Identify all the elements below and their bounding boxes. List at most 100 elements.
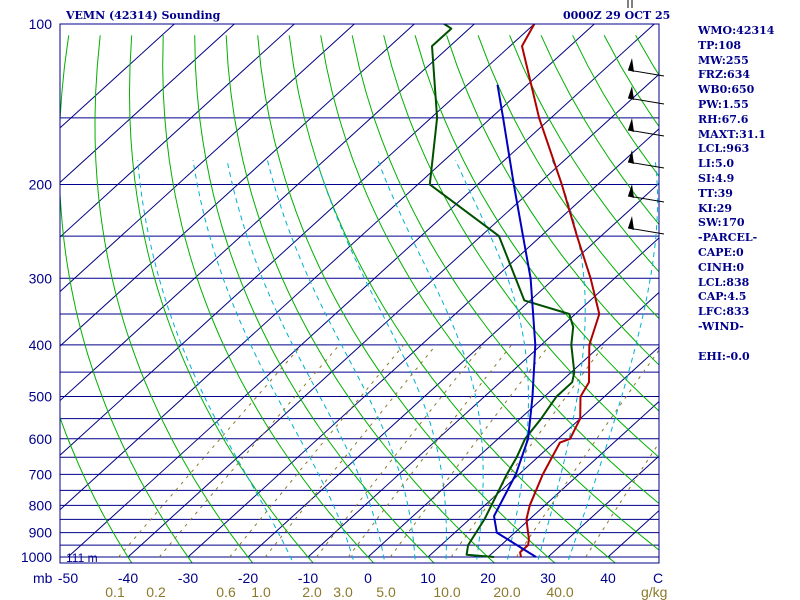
diagram-grid (60, 24, 800, 568)
temperature-profile (519, 24, 601, 558)
dry-adiabat-line (477, 35, 659, 320)
isotherm-line (60, 24, 295, 238)
dry-adiabat-line (446, 35, 659, 366)
isotherm-line (60, 24, 415, 347)
index-line: CAP:4.5 (698, 290, 747, 304)
index-line: KI:29 (698, 201, 733, 215)
dry-adiabat-line (225, 35, 496, 563)
mixing-ratio-tick-label: 0.6 (216, 584, 236, 600)
index-line: FRZ:634 (698, 68, 751, 82)
mixing-ratio-line (389, 344, 550, 558)
index-line: MAXT:31.1 (698, 127, 766, 141)
index-line: WMO:42314 (698, 24, 775, 37)
wind-barb-flag (628, 150, 634, 164)
mixing-ratio-tick-label: 0.1 (105, 584, 125, 600)
sounding-profiles (428, 24, 601, 558)
pressure-tick-label: 800 (29, 497, 53, 513)
pressure-unit-label: mb (33, 570, 53, 586)
moist-adiabat-line (566, 160, 659, 563)
moist-adiabat-line (455, 159, 529, 563)
mixing-ratio-tick-label: 5.0 (376, 584, 396, 600)
mixing-ratio-tick-label: 0.2 (146, 584, 166, 600)
dry-adiabat-line (194, 35, 435, 563)
mixing-ratio-line (347, 344, 512, 558)
temperature-tick-label: -40 (118, 570, 138, 586)
parcel-profile (493, 84, 537, 558)
wind-barb-staff (627, 69, 665, 77)
isotherm-line (60, 24, 595, 511)
dry-adiabat-line (383, 35, 659, 458)
moist-adiabat-line (266, 159, 416, 563)
index-line: MW:255 (698, 53, 749, 67)
wind-barb-staff (627, 161, 665, 169)
index-line: WB0:650 (698, 83, 755, 97)
pressure-tick-label: 100 (29, 16, 53, 32)
mixing-ratio-line (515, 349, 659, 558)
wind-barb-flag (628, 216, 634, 230)
isotherm-line (367, 291, 659, 558)
index-line: LI:5.0 (698, 157, 735, 171)
isotherm-line (67, 24, 655, 558)
wind-barb-staff (627, 195, 665, 203)
temperature-tick-label: 0 (364, 570, 372, 586)
isotherm-line (60, 24, 235, 184)
moist-adiabat-line (192, 160, 355, 563)
index-line: SW:170 (698, 216, 745, 230)
temperature-tick-label: -20 (238, 570, 258, 586)
isotherm-line (127, 73, 659, 558)
moist-adiabat-line (226, 160, 386, 563)
mixing-ratio-line (158, 344, 340, 558)
dry-adiabat-line (509, 35, 659, 273)
pressure-tick-label: 700 (29, 466, 53, 482)
index-line: -PARCEL- (698, 231, 758, 245)
mixing-ratio-line (118, 344, 303, 558)
pressure-tick-label: 300 (29, 270, 53, 286)
dry-adiabat-line (351, 35, 659, 505)
moist-adiabat-line (536, 159, 586, 563)
pressure-tick-label: 900 (29, 525, 53, 541)
pressure-tick-label: 500 (29, 389, 53, 405)
index-line (698, 335, 774, 350)
dry-adiabat-line (320, 35, 659, 551)
dry-adiabat-line (793, 35, 800, 568)
mixing-ratio-tick-label: 10.0 (433, 584, 460, 600)
isotherm-line (187, 128, 659, 558)
temperature-tick-label: -10 (298, 570, 318, 586)
isotherm-line (547, 455, 659, 558)
wind-barb-staff (627, 97, 665, 105)
index-line: SI:4.9 (698, 171, 735, 185)
isotherm-line (427, 346, 659, 558)
mixing-ratio-tick-label: 20.0 (493, 584, 520, 600)
wind-barb-flag (628, 86, 634, 100)
index-line: LCL:963 (698, 142, 750, 156)
pressure-tick-label: 200 (29, 176, 53, 192)
index-line: -WIND- (698, 319, 744, 333)
dry-adiabat-line (162, 35, 375, 563)
isotherm-line (60, 24, 175, 129)
dry-adiabat-line (60, 416, 133, 563)
index-line: PW:1.55 (698, 97, 749, 111)
wind-barb-staff (627, 227, 665, 235)
pressure-tick-label: 1000 (21, 549, 52, 565)
mixing-ratio-tick-label: 3.0 (333, 584, 353, 600)
temperature-tick-label: 10 (420, 570, 436, 586)
temperature-tick-label: 20 (480, 570, 496, 586)
mixing-ratio-line (229, 344, 405, 558)
mixing-ratio-tick-label: 2.0 (302, 584, 322, 600)
wind-barb-flag (628, 58, 634, 72)
temperature-tick-label: 30 (540, 570, 556, 586)
moist-adiabat-line (137, 160, 294, 563)
mixing-ratio-tick-label: 40.0 (546, 584, 573, 600)
dry-adiabat-line (414, 35, 659, 412)
temperature-tick-label: -50 (58, 570, 78, 586)
dewpoint-profile (428, 24, 576, 558)
mixing-ratio-line (316, 344, 484, 558)
stability-indices-panel: WMO:42314 TP:108 MW:255 FRZ:634 WB0:650 PW:1.… (698, 24, 774, 364)
isotherm-line (60, 24, 475, 402)
dry-adiabat-line (257, 35, 556, 563)
wind-barb-flag (628, 118, 634, 132)
moist-adiabat-line (377, 159, 484, 563)
isotherm-line (60, 24, 355, 293)
